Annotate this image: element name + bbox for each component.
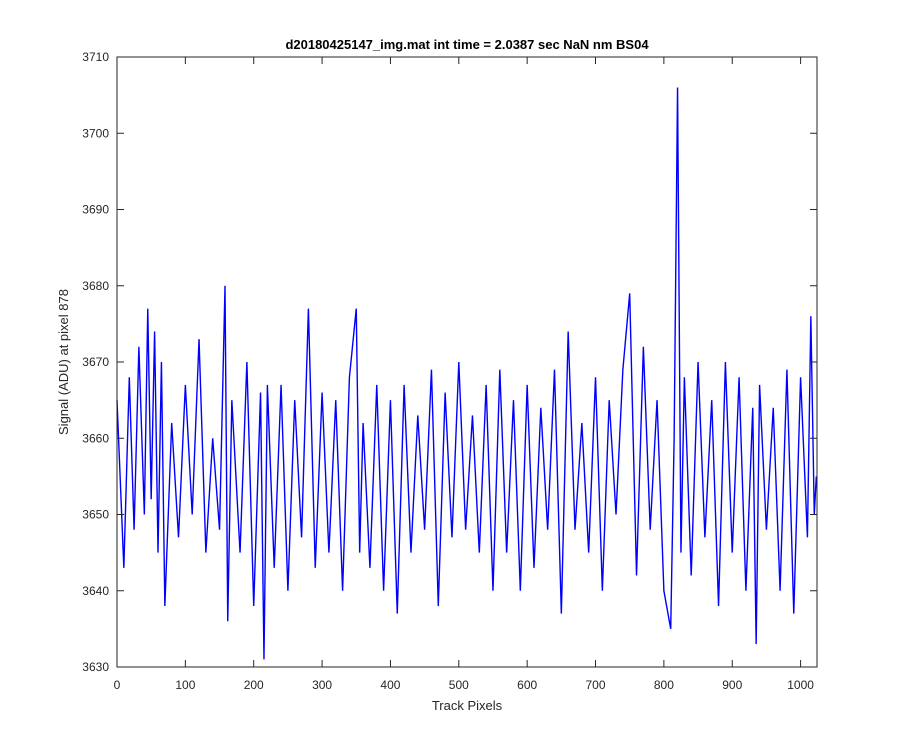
x-tick-label: 600 xyxy=(517,678,537,692)
x-tick-label: 0 xyxy=(114,678,121,692)
x-tick-label: 100 xyxy=(175,678,195,692)
y-axis-label: Signal (ADU) at pixel 878 xyxy=(56,289,71,435)
y-tick-label: 3670 xyxy=(82,355,109,369)
y-tick-label: 3640 xyxy=(82,584,109,598)
x-tick-label: 500 xyxy=(449,678,469,692)
axes-box xyxy=(116,56,818,668)
y-tick-label: 3710 xyxy=(82,50,109,64)
x-tick-label: 200 xyxy=(244,678,264,692)
x-tick-label: 300 xyxy=(312,678,332,692)
x-tick-label: 400 xyxy=(380,678,400,692)
y-tick-label: 3700 xyxy=(82,126,109,140)
x-tick-label: 800 xyxy=(654,678,674,692)
chart-title: d20180425147_img.mat int time = 2.0387 s… xyxy=(285,37,649,52)
y-tick-label: 3650 xyxy=(82,508,109,522)
series-layer xyxy=(116,87,818,660)
y-tick-label: 3630 xyxy=(82,660,109,674)
x-tick-label: 900 xyxy=(722,678,742,692)
series-line-1 xyxy=(116,87,818,660)
x-tick-label: 1000 xyxy=(787,678,814,692)
y-tick-label: 3680 xyxy=(82,279,109,293)
y-tick-label: 3690 xyxy=(82,203,109,217)
x-tick-label: 700 xyxy=(586,678,606,692)
plot-area xyxy=(117,57,817,667)
ticks-layer: 0 100 200 300 400 500 600 700 800 900 1000 3630 3640… xyxy=(82,50,817,692)
y-tick-label: 3660 xyxy=(82,431,109,445)
x-axis-label: Track Pixels xyxy=(432,698,503,713)
